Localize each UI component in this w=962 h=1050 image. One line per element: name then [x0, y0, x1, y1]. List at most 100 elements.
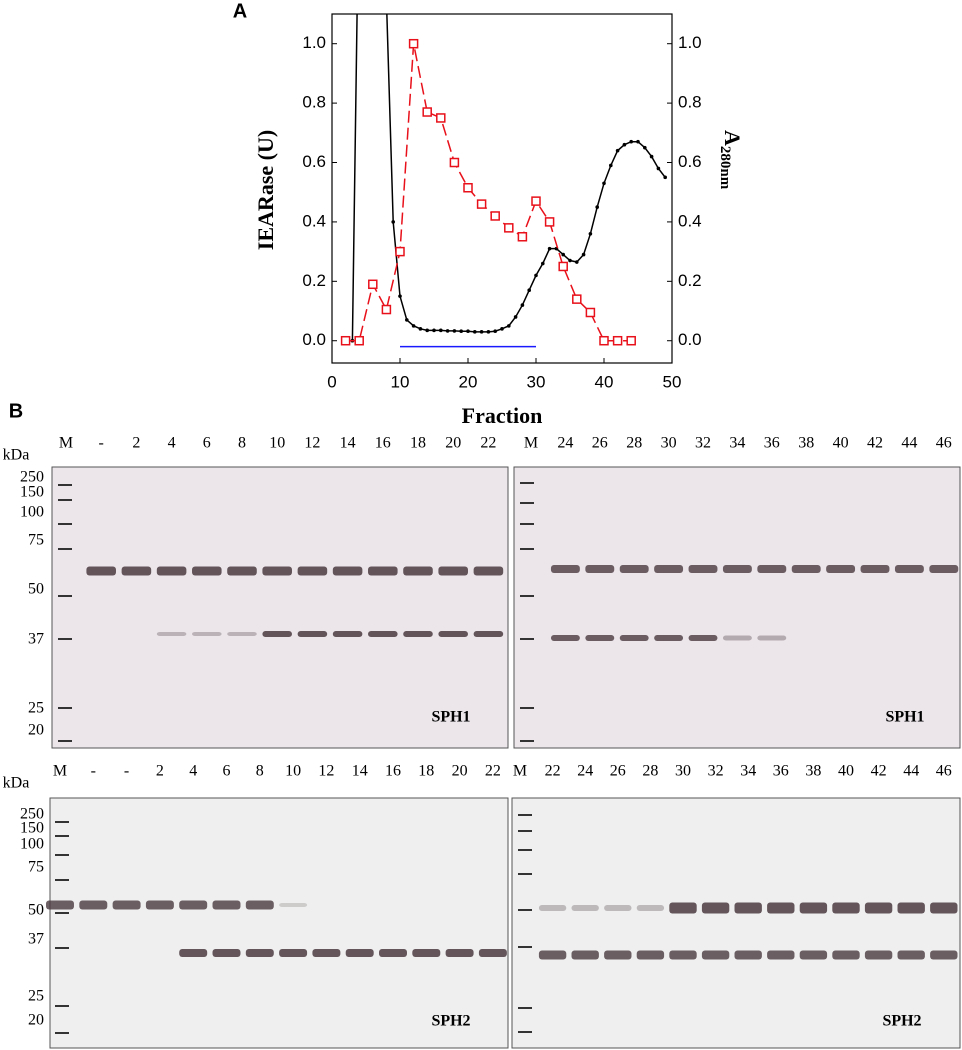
lane-label: - — [91, 763, 96, 780]
blot-membrane — [511, 797, 961, 1049]
data-point — [602, 181, 606, 186]
protein-band — [262, 566, 292, 576]
lane-label: 42 — [871, 763, 887, 780]
data-point — [473, 330, 477, 334]
protein-band — [46, 900, 74, 910]
y2-tick-label: 0.0 — [678, 330, 702, 349]
plot-frame — [331, 13, 673, 364]
protein-band — [550, 565, 580, 573]
mw-label: 37 — [28, 631, 44, 648]
mw-label: 100 — [20, 836, 44, 853]
data-point — [626, 335, 636, 346]
data-point — [527, 288, 531, 293]
data-point — [425, 328, 430, 333]
lane-label: 26 — [592, 435, 608, 452]
blot-membrane — [513, 466, 961, 749]
lane-label: 34 — [729, 435, 745, 452]
protein-band — [636, 950, 665, 960]
protein-band — [757, 565, 787, 573]
protein-band — [297, 566, 328, 576]
protein-band — [345, 949, 374, 957]
protein-band — [734, 950, 762, 960]
lane-label: 24 — [557, 435, 573, 452]
lane-label: 46 — [936, 763, 952, 780]
protein-band — [297, 631, 328, 637]
data-point — [581, 252, 586, 257]
protein-band — [403, 631, 433, 637]
y-tick-label: 0.0 — [302, 330, 326, 349]
protein-band — [156, 632, 187, 636]
data-point — [531, 196, 541, 206]
protein-band — [192, 566, 222, 576]
blot-membrane — [51, 466, 509, 749]
data-point — [391, 220, 396, 224]
data-point — [507, 324, 511, 328]
lane-label: 8 — [256, 763, 264, 780]
lane-label: 6 — [203, 435, 211, 452]
mw-label: 50 — [28, 902, 44, 919]
lane-label: 8 — [238, 435, 246, 452]
data-point — [544, 217, 555, 227]
mw-label: 50 — [28, 581, 44, 598]
mw-label: 25 — [28, 700, 44, 717]
blot-tag: SPH2 — [882, 1013, 921, 1030]
lane-label: M — [513, 763, 527, 780]
protein-band — [538, 950, 567, 960]
protein-band — [701, 902, 730, 914]
data-point — [340, 335, 351, 346]
lane-label: M — [53, 763, 67, 780]
y-axis-title: IEARase (U) — [253, 130, 278, 250]
mw-label: 25 — [28, 988, 44, 1005]
y-tick-label: 0.6 — [302, 152, 326, 171]
lane-label: 40 — [833, 435, 849, 452]
data-point — [463, 183, 473, 193]
protein-band — [897, 950, 925, 960]
protein-band — [179, 949, 208, 957]
protein-band — [312, 949, 341, 957]
protein-band — [832, 950, 860, 960]
data-point — [436, 113, 446, 123]
data-point — [398, 294, 402, 298]
lane-label: 38 — [805, 763, 821, 780]
data-point — [452, 329, 457, 333]
protein-band — [929, 565, 959, 573]
y-tick-label: 0.4 — [302, 211, 326, 230]
lane-label: - — [99, 435, 104, 452]
lane-label: 32 — [708, 763, 724, 780]
protein-band — [79, 900, 108, 910]
protein-band — [791, 565, 821, 573]
protein-band — [767, 950, 795, 960]
x-tick-label: 10 — [391, 372, 410, 391]
protein-band — [245, 900, 274, 910]
y2-tick-label: 0.8 — [678, 93, 702, 112]
lane-label: 10 — [285, 763, 301, 780]
mw-label: 150 — [20, 484, 44, 501]
protein-band — [636, 905, 665, 911]
y2-tick-label: 0.6 — [678, 152, 702, 171]
series-line — [351, 14, 666, 341]
data-point — [663, 175, 667, 180]
mw-label: 37 — [28, 931, 44, 948]
blot-tag: SPH1 — [885, 709, 924, 726]
data-point — [476, 199, 487, 209]
data-point — [449, 157, 460, 168]
x-tick-label: 30 — [527, 372, 546, 391]
data-point — [405, 318, 409, 322]
protein-band — [722, 565, 752, 573]
x-tick-label: 0 — [327, 372, 336, 391]
protein-band — [604, 950, 632, 960]
data-point — [588, 231, 593, 236]
data-point — [459, 329, 464, 334]
kda-label: kDa — [3, 775, 30, 792]
data-point — [572, 294, 582, 304]
y-tick-label: 0.2 — [302, 271, 326, 290]
protein-band — [585, 635, 615, 641]
lane-label: 14 — [352, 763, 368, 780]
protein-band — [734, 902, 762, 914]
data-point — [534, 273, 538, 278]
protein-band — [654, 635, 684, 641]
data-point — [649, 154, 654, 159]
protein-band — [473, 566, 504, 576]
protein-band — [860, 565, 890, 573]
protein-band — [212, 900, 241, 910]
